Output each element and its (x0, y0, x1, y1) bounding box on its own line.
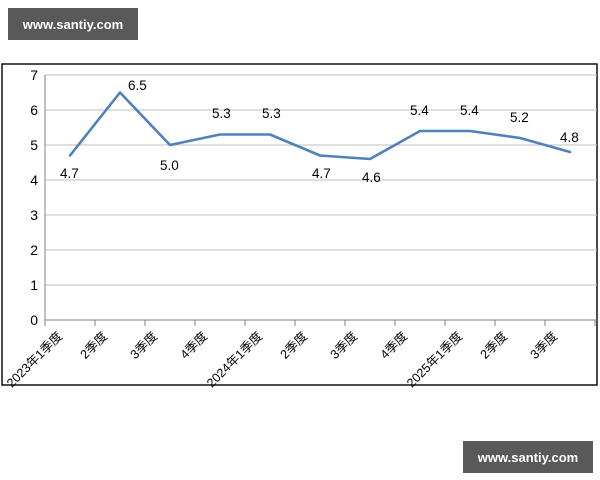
svg-text:4: 4 (30, 172, 38, 188)
svg-text:2季度: 2季度 (277, 328, 311, 362)
svg-text:5.3: 5.3 (212, 106, 231, 121)
svg-text:3: 3 (30, 207, 38, 223)
svg-text:1: 1 (30, 277, 38, 293)
svg-text:5.3: 5.3 (262, 106, 281, 121)
svg-text:2024年1季度: 2024年1季度 (203, 328, 265, 390)
svg-text:2季度: 2季度 (77, 328, 111, 362)
svg-text:4.8: 4.8 (560, 130, 579, 145)
svg-text:2025年1季度: 2025年1季度 (403, 328, 465, 390)
svg-text:4.7: 4.7 (60, 166, 79, 181)
svg-text:5.0: 5.0 (160, 158, 179, 173)
svg-text:5.4: 5.4 (410, 103, 429, 118)
svg-text:3季度: 3季度 (127, 328, 161, 362)
svg-text:0: 0 (30, 312, 38, 328)
svg-text:2023年1季度: 2023年1季度 (3, 328, 65, 390)
svg-text:3季度: 3季度 (527, 328, 561, 362)
svg-text:5: 5 (30, 137, 38, 153)
svg-text:3季度: 3季度 (327, 328, 361, 362)
svg-text:4季度: 4季度 (377, 328, 411, 362)
svg-text:4.6: 4.6 (362, 170, 381, 185)
svg-text:4季度: 4季度 (177, 328, 211, 362)
svg-text:7: 7 (30, 67, 38, 83)
svg-text:5.2: 5.2 (510, 110, 529, 125)
svg-text:4.7: 4.7 (312, 166, 331, 181)
svg-text:2: 2 (30, 242, 38, 258)
svg-text:6.5: 6.5 (128, 78, 147, 93)
svg-text:5.4: 5.4 (460, 103, 479, 118)
svg-text:2季度: 2季度 (477, 328, 511, 362)
svg-text:6: 6 (30, 102, 38, 118)
